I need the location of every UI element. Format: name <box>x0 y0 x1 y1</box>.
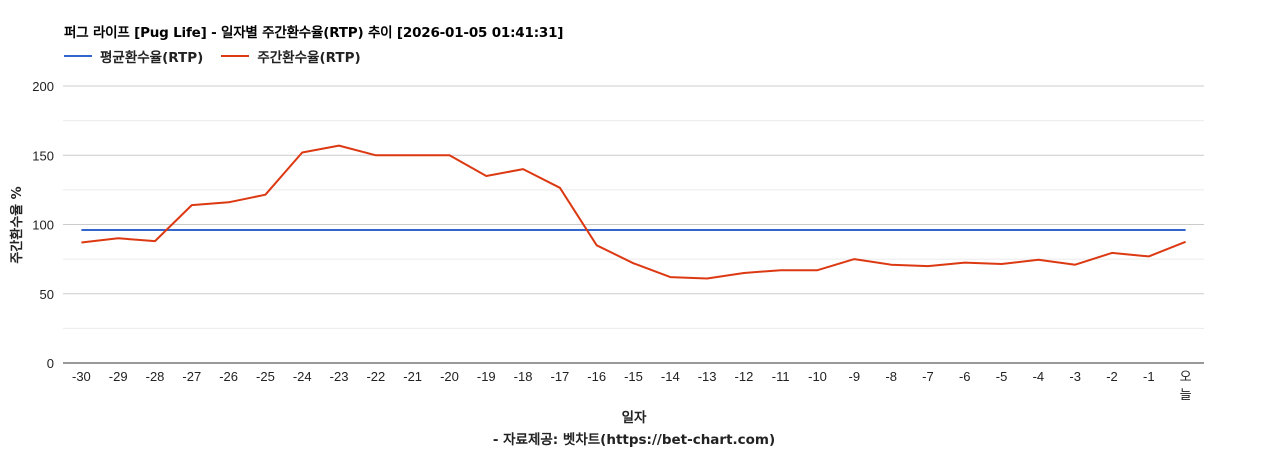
y-tick-label: 150 <box>32 148 54 163</box>
x-tick-label: -14 <box>661 369 680 384</box>
legend-swatch-red <box>221 55 250 57</box>
x-tick-label: -2 <box>1106 369 1118 384</box>
x-tick-label: -17 <box>550 369 569 384</box>
x-tick-label: -4 <box>1033 369 1045 384</box>
x-tick-label: -23 <box>330 369 349 384</box>
legend-item-average-rtp[interactable]: 평균환수율(RTP) <box>64 46 203 66</box>
x-tick-label: -10 <box>808 369 827 384</box>
x-tick-label: -6 <box>959 369 971 384</box>
legend-label: 주간환수율(RTP) <box>257 50 361 66</box>
x-tick-label: -1 <box>1143 369 1155 384</box>
x-tick-label: -3 <box>1069 369 1081 384</box>
legend-swatch-blue <box>64 55 92 57</box>
x-tick-label: -28 <box>146 369 165 384</box>
x-tick-label: -29 <box>109 369 128 384</box>
x-tick-label: -15 <box>624 369 643 384</box>
x-tick-label: -24 <box>293 369 312 384</box>
legend-label: 평균환수율(RTP) <box>100 50 204 66</box>
weekly-rtp-line <box>81 144 1186 280</box>
x-tick-label: -18 <box>514 369 533 384</box>
x-tick-label: -30 <box>72 369 91 384</box>
x-tick-label: -13 <box>698 369 717 384</box>
y-tick-label: 0 <box>47 356 54 371</box>
x-tick-label: -25 <box>256 369 275 384</box>
y-tick-label: 100 <box>32 218 54 233</box>
x-tick-label: -27 <box>182 369 201 384</box>
legend-item-weekly-rtp[interactable]: 주간환수율(RTP) <box>221 46 361 66</box>
y-axis-label: 주간환수율 % <box>10 186 25 264</box>
x-tick-label: 오 <box>1180 369 1192 384</box>
x-tick-label: -5 <box>996 369 1008 384</box>
x-tick-label: -8 <box>885 369 897 384</box>
x-tick-label: 늘 <box>1180 387 1192 402</box>
x-tick-label: -20 <box>440 369 459 384</box>
y-tick-label: 50 <box>40 287 54 302</box>
legend: 평균환수율(RTP) 주간환수율(RTP) <box>64 46 379 66</box>
x-tick-label: -19 <box>477 369 496 384</box>
chart-title: 퍼그 라이프 [Pug Life] - 일자별 주간환수율(RTP) 추이 [2… <box>64 25 564 41</box>
x-tick-label: -22 <box>366 369 385 384</box>
x-tick-label: -21 <box>403 369 422 384</box>
x-tick-label: -26 <box>219 369 238 384</box>
y-tick-label: 200 <box>32 79 54 94</box>
x-tick-label: -9 <box>849 369 861 384</box>
data-source-credit: - 자료제공: 벳차트(https://bet-chart.com) <box>492 432 776 448</box>
x-tick-label: -7 <box>922 369 934 384</box>
x-tick-label: -12 <box>735 369 754 384</box>
x-tick-label: -16 <box>587 369 606 384</box>
x-axis-label: 일자 <box>621 410 647 426</box>
x-tick-label: -11 <box>772 369 790 384</box>
